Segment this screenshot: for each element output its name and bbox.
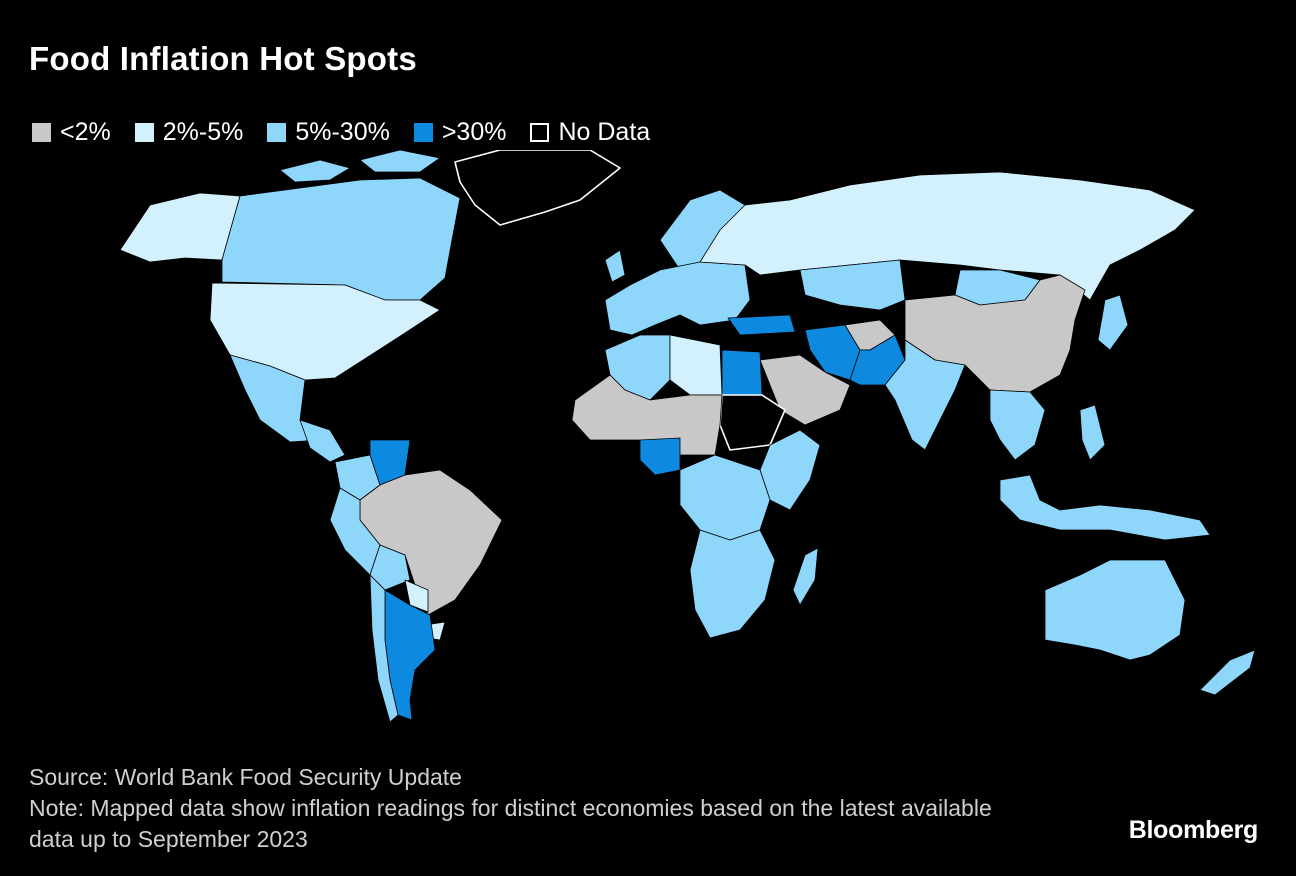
map-region [1044, 559, 1186, 661]
map-region [669, 334, 723, 396]
map-region [799, 259, 906, 311]
map-region [1199, 649, 1256, 696]
map-region [221, 177, 461, 301]
legend-item-2to5: 2%-5% [134, 117, 244, 147]
map-region [571, 374, 723, 456]
world-map-svg [119, 150, 1256, 723]
map-region [727, 314, 796, 336]
map-region [604, 249, 626, 283]
map-region [679, 454, 771, 541]
map-region [279, 159, 351, 183]
legend-item-lt2: <2% [32, 118, 111, 147]
map-region [119, 192, 241, 263]
legend-swatch-no-data [530, 122, 550, 142]
source-note: Source: World Bank Food Security Update [29, 764, 462, 790]
legend-label-2to5: 2%-5% [162, 117, 244, 146]
legend-label-lt2: <2% [60, 117, 111, 146]
map-region [1079, 404, 1106, 461]
legend-item-gt30: >30% [413, 117, 507, 147]
map-region [989, 389, 1046, 461]
legend-label-no-data: No Data [558, 117, 651, 146]
map-region [999, 474, 1211, 541]
map-region [454, 150, 621, 226]
legend-item-5to30: 5%-30% [267, 118, 390, 147]
map-region [884, 339, 966, 451]
map-region [369, 574, 399, 723]
map-region [359, 150, 441, 173]
bloomberg-logo: Bloomberg [1128, 816, 1259, 844]
legend-swatch-gt30 [413, 122, 433, 142]
legend-label-5to30: 5%-30% [295, 117, 390, 146]
map-region [299, 419, 346, 463]
map-region [699, 171, 1196, 301]
map-region [792, 547, 819, 606]
legend-swatch-2to5 [134, 122, 154, 142]
footnote: Note: Mapped data show inflation reading… [29, 795, 992, 852]
legend: <2% 2%-5% 5%-30% >30% No Data [32, 117, 650, 147]
legend-label-gt30: >30% [441, 117, 507, 146]
chart-title: Food Inflation Hot Spots [29, 40, 417, 77]
map-region [404, 579, 429, 613]
map-region [604, 261, 751, 336]
map-region [689, 529, 776, 639]
legend-item-no-data: No Data [530, 118, 650, 147]
map-region [1097, 294, 1129, 351]
map-region [721, 349, 763, 396]
map-region [719, 394, 786, 451]
legend-swatch-5to30 [267, 122, 287, 142]
map-region [369, 544, 411, 591]
legend-swatch-lt2 [32, 122, 51, 142]
world-map [0, 150, 1296, 750]
map-region [639, 437, 681, 476]
